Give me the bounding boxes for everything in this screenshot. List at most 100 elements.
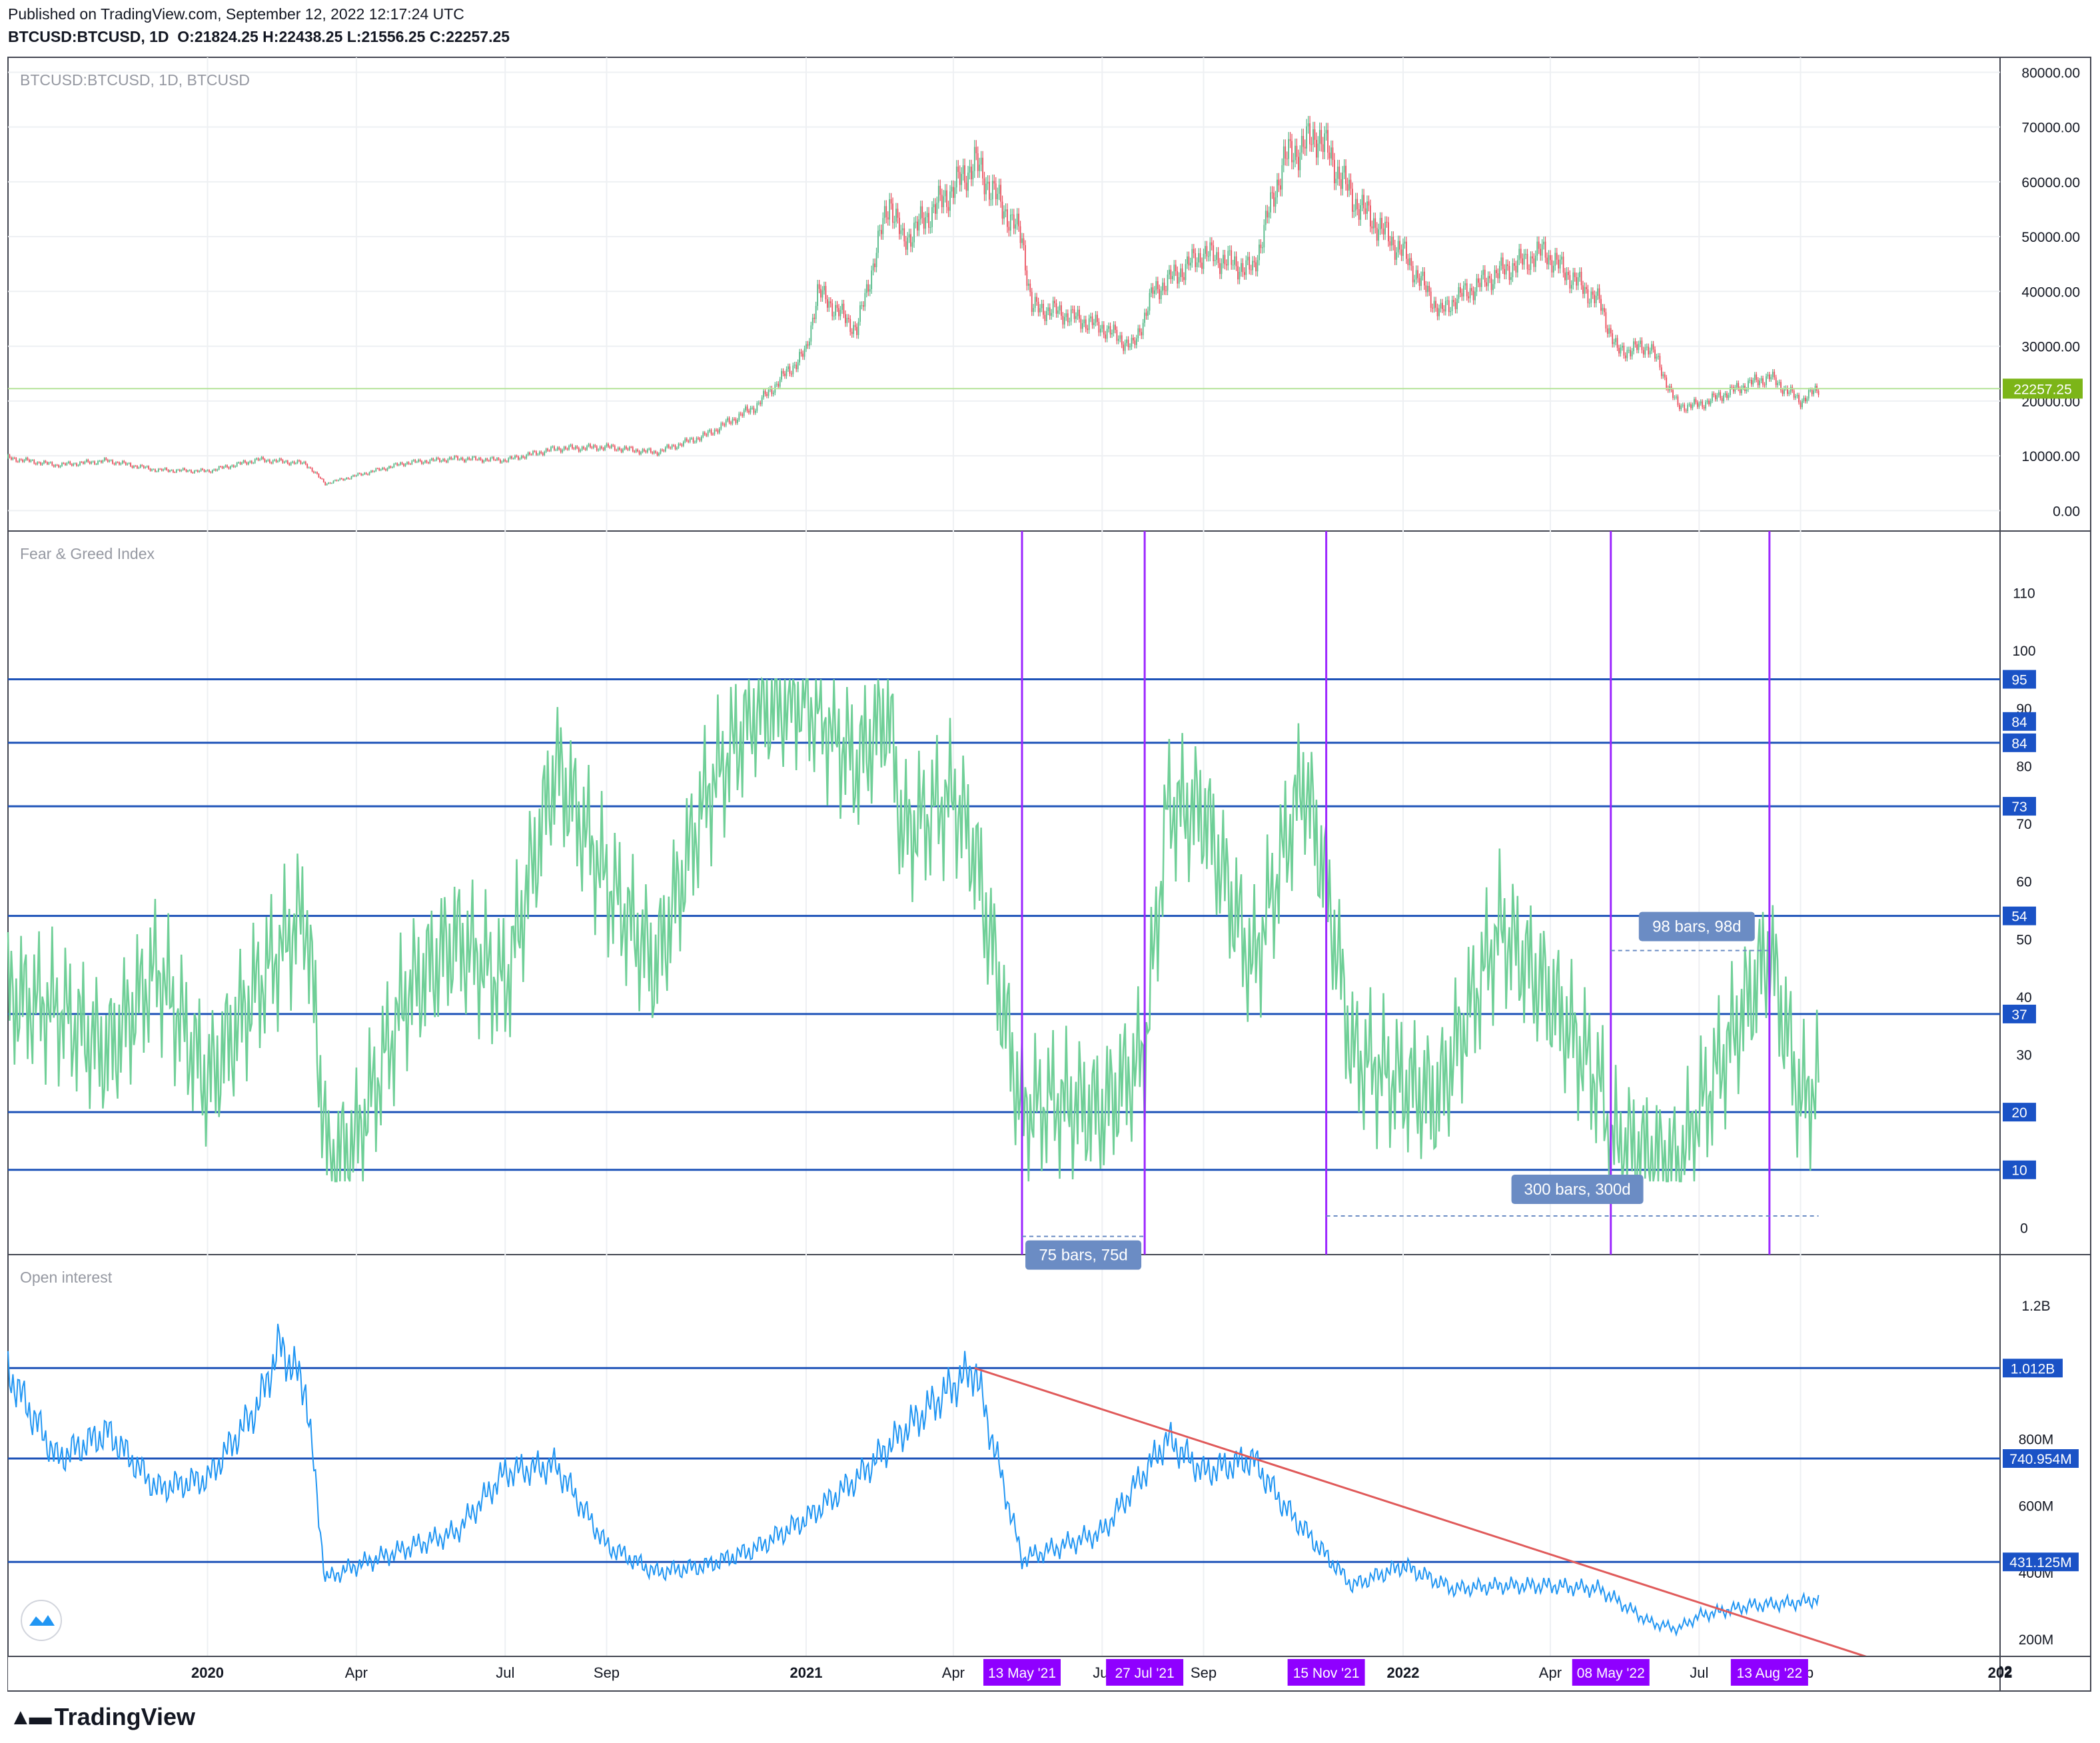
candle-body <box>933 204 935 207</box>
candle-body <box>686 438 688 441</box>
candle-body <box>682 442 684 446</box>
candle-body <box>85 459 87 462</box>
candle-body <box>862 305 864 307</box>
candle-body <box>1224 255 1226 265</box>
candle-body <box>1659 356 1661 368</box>
candle-body <box>1312 129 1314 145</box>
candle-body <box>452 458 454 460</box>
candle-body <box>1016 213 1018 225</box>
candle-body <box>301 462 303 464</box>
candle-body <box>253 462 255 464</box>
candle-body <box>1732 387 1734 392</box>
marker-date-tag[interactable] <box>1287 1659 1365 1686</box>
candle-body <box>1456 298 1458 310</box>
candle-body <box>1242 263 1244 273</box>
candle-body <box>895 209 897 222</box>
candle-body <box>1073 309 1075 319</box>
marker-date-tag[interactable] <box>1730 1659 1808 1686</box>
candle-body <box>581 446 583 450</box>
candle-body <box>1540 249 1542 256</box>
candle-body <box>1680 405 1682 410</box>
candle-body <box>1597 288 1599 296</box>
candle-body <box>1790 386 1792 393</box>
candle-body <box>1098 322 1100 333</box>
candle-body <box>1508 266 1510 281</box>
marker-date-tag[interactable] <box>1106 1659 1184 1686</box>
candle-body <box>432 458 434 461</box>
candle-body <box>1083 319 1085 324</box>
candle-body <box>808 341 810 346</box>
marker-date-tag[interactable] <box>983 1659 1061 1686</box>
candle-body <box>1311 144 1312 145</box>
candle-body <box>753 407 755 413</box>
candle-body <box>1677 396 1679 405</box>
candle-body <box>990 199 992 201</box>
candle-body <box>1742 385 1744 388</box>
candle-body <box>867 284 869 292</box>
candle-body <box>688 440 690 442</box>
candle-body <box>313 471 314 473</box>
candle-body <box>560 449 562 452</box>
candle-body <box>1564 273 1566 281</box>
candle-body <box>936 203 938 214</box>
candle-body <box>120 463 122 465</box>
candle-body <box>550 446 552 451</box>
candle-body <box>1558 259 1560 269</box>
candle-body <box>161 468 163 471</box>
candle-body <box>1696 402 1698 407</box>
candle-body <box>619 448 621 450</box>
candle-body <box>1600 298 1602 311</box>
candle-body <box>1214 260 1216 261</box>
candle-body <box>668 444 670 448</box>
candle-body <box>1153 290 1155 294</box>
candle-body <box>94 461 96 464</box>
level-tag-label: 54 <box>2011 909 2027 925</box>
candle-body <box>37 462 39 464</box>
candle-body <box>354 475 356 476</box>
candle-body <box>314 472 316 473</box>
brand[interactable]: ▲▬ TradingView <box>9 1703 195 1731</box>
candle-body <box>1714 394 1716 400</box>
candle-body <box>1003 211 1005 219</box>
price-tick-label: 10000.00 <box>2021 449 2080 464</box>
candle-body <box>627 448 629 450</box>
candle-body <box>1556 253 1558 260</box>
candle-body <box>1407 259 1409 266</box>
candle-body <box>1610 328 1612 334</box>
candle-body <box>718 428 720 433</box>
oi-tick-label: 200M <box>2019 1632 2054 1648</box>
candle-body <box>750 407 752 413</box>
candle-body <box>955 166 957 188</box>
candle-body <box>1374 218 1376 228</box>
candle-body <box>1065 313 1067 317</box>
candle-body <box>825 286 827 300</box>
marker-date-tag[interactable] <box>1572 1659 1650 1686</box>
candle-body <box>25 458 27 460</box>
candle-body <box>83 462 84 464</box>
candle-body <box>1532 256 1533 259</box>
candle-body <box>101 460 102 463</box>
candle-body <box>1497 273 1499 279</box>
candle-body <box>1633 341 1635 352</box>
oi-trendline <box>974 1367 1915 1674</box>
candle-body <box>1528 269 1530 271</box>
level-tag-label: 37 <box>2011 1007 2027 1023</box>
candle-body <box>547 448 548 451</box>
candle-body <box>1498 265 1500 279</box>
candle-body <box>1588 302 1590 304</box>
candle-body <box>536 451 537 455</box>
candle-body <box>1400 249 1402 257</box>
candle-body <box>1682 404 1684 406</box>
candle-body <box>1101 324 1103 329</box>
candle-body <box>187 470 189 472</box>
candle-body <box>1079 309 1080 319</box>
candle-body <box>746 406 748 411</box>
candle-body <box>97 460 99 464</box>
candle-body <box>1250 269 1252 271</box>
candle-body <box>1275 197 1277 207</box>
candle-body <box>478 458 480 460</box>
candle-body <box>1510 277 1512 281</box>
candle-body <box>12 458 14 460</box>
tradingview-badge[interactable] <box>21 1600 62 1641</box>
